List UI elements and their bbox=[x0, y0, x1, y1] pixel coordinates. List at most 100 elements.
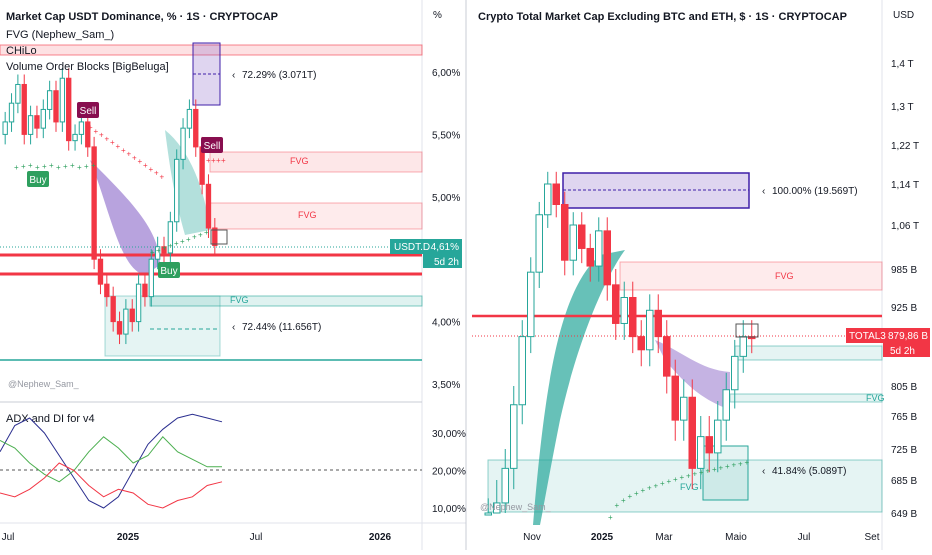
left-candle bbox=[123, 308, 129, 335]
left-x-tick: Jul bbox=[250, 532, 263, 543]
right-stop-dot: + bbox=[654, 481, 659, 490]
right-stop-dot: + bbox=[693, 470, 698, 479]
left-stop-dot: + bbox=[49, 161, 54, 170]
left-x-tick: 2026 bbox=[369, 532, 392, 543]
left-stop-dot: + bbox=[149, 165, 154, 174]
right-stop-dot: + bbox=[706, 467, 711, 476]
right-price-badge: TOTAL3 879,86 B 5d 2h bbox=[846, 328, 930, 357]
right-stop-dot: + bbox=[673, 475, 678, 484]
right-y-tick: 805 B bbox=[891, 382, 917, 393]
left-stop-dot: + bbox=[180, 237, 185, 246]
right-candle bbox=[501, 467, 509, 504]
left-candle bbox=[186, 108, 193, 129]
left-candle bbox=[116, 321, 123, 335]
left-stop-dot: + bbox=[186, 235, 191, 244]
right-stop-dot: + bbox=[621, 496, 626, 505]
left-fvg-label-2: FVG bbox=[298, 210, 317, 220]
left-unit-label: % bbox=[433, 10, 442, 21]
left-candle bbox=[40, 108, 46, 129]
left-candle bbox=[104, 283, 110, 298]
right-fvg-label-2: FVG bbox=[866, 393, 885, 403]
right-candle bbox=[646, 309, 654, 351]
adx-y-tick: 10,00% bbox=[432, 504, 466, 515]
right-stop-dot: + bbox=[628, 492, 633, 501]
left-stop-dot: + bbox=[84, 162, 89, 171]
right-x-tick: Set bbox=[864, 532, 879, 543]
right-y-tick: 725 B bbox=[891, 445, 917, 456]
right-upper-block-label: 100.00% (19.569T) bbox=[772, 186, 858, 197]
right-chart-title[interactable]: Crypto Total Market Cap Excluding BTC an… bbox=[478, 11, 847, 23]
left-sell-badge-2: Sell bbox=[201, 137, 223, 153]
left-lower-arrow-icon: ‹ bbox=[232, 322, 235, 333]
adx-series-line bbox=[0, 436, 222, 483]
right-stop-dot: + bbox=[660, 479, 665, 488]
right-stop-dot: + bbox=[680, 473, 685, 482]
left-stop-dot: + bbox=[132, 153, 137, 162]
left-chart[interactable]: 72.29% (3.071T) ‹ 72.44% (11.656T) ‹ FVG… bbox=[0, 0, 466, 550]
left-upper-arrow-icon: ‹ bbox=[232, 70, 235, 81]
left-time-axis[interactable]: Jul 2025 Jul 2026 bbox=[2, 532, 392, 543]
right-candle bbox=[612, 284, 620, 324]
left-indicator-fvg[interactable]: FVG (Nephew_Sam_) bbox=[6, 29, 114, 41]
left-stop-dot: + bbox=[211, 156, 216, 165]
adx-series-line bbox=[0, 413, 223, 509]
left-buy-badge-2: Buy bbox=[158, 262, 180, 278]
right-stop-dot: + bbox=[634, 489, 639, 498]
right-candle bbox=[629, 297, 637, 338]
right-time-axis[interactable]: Nov 2025 Mar Maio Jul Set bbox=[523, 532, 880, 543]
left-candle bbox=[174, 158, 180, 223]
left-indicator-chilo[interactable]: CHiLo bbox=[6, 45, 37, 57]
right-y-tick: 1,22 T bbox=[891, 141, 919, 152]
left-candle bbox=[97, 258, 104, 285]
left-stop-dot: + bbox=[21, 162, 26, 171]
right-price-value: 879,86 B bbox=[888, 331, 928, 342]
right-y-tick: 1,14 T bbox=[891, 180, 919, 191]
left-x-tick: Jul bbox=[2, 532, 15, 543]
left-candle bbox=[53, 90, 59, 123]
left-stop-dot: + bbox=[110, 138, 115, 147]
right-countdown: 5d 2h bbox=[890, 346, 915, 357]
right-chart[interactable]: FVG FVG FVG ‹ 100.00% (19.569T) ‹ 41.84%… bbox=[472, 0, 930, 550]
right-price-axis[interactable]: 1,4 T 1,3 T 1,22 T 1,14 T 1,06 T 985 B 925 B 80… bbox=[891, 59, 919, 520]
left-stop-dot: + bbox=[88, 123, 93, 132]
right-candle bbox=[697, 436, 705, 469]
right-candle bbox=[680, 396, 688, 421]
right-candle bbox=[527, 271, 535, 338]
adx-title[interactable]: ADX and DI for v4 bbox=[6, 413, 95, 425]
right-y-tick: 985 B bbox=[891, 265, 917, 276]
right-candle bbox=[552, 183, 560, 205]
right-x-tick: Jul bbox=[798, 532, 811, 543]
left-stop-dot: + bbox=[206, 156, 211, 165]
left-stop-dot: + bbox=[42, 162, 47, 171]
left-stop-dot: + bbox=[77, 163, 82, 172]
left-stop-dot: + bbox=[198, 230, 203, 239]
right-y-tick: 765 B bbox=[891, 412, 917, 423]
left-stop-dot: + bbox=[150, 248, 155, 257]
right-lower-arrow-icon: ‹ bbox=[762, 466, 765, 477]
left-y-tick: 3,50% bbox=[432, 380, 460, 391]
left-indicator-vob[interactable]: Volume Order Blocks [BigBeluga] bbox=[6, 61, 169, 73]
right-fvg-label-3: FVG bbox=[680, 482, 699, 492]
right-stop-dot: + bbox=[745, 458, 750, 467]
right-candle bbox=[535, 214, 543, 273]
adx-axis: 30,00% 20,00% 10,00% bbox=[432, 429, 466, 515]
right-candle bbox=[595, 230, 603, 267]
left-stop-dot: + bbox=[127, 150, 132, 159]
left-candle bbox=[85, 121, 91, 148]
right-stop-dot: + bbox=[686, 471, 691, 480]
left-chart-title[interactable]: Market Cap USDT Dominance, % · 1S · CRYP… bbox=[6, 11, 278, 23]
right-stop-dot: + bbox=[608, 513, 613, 522]
left-candle bbox=[135, 283, 142, 323]
left-upper-block-label: 72.29% (3.071T) bbox=[242, 70, 317, 81]
left-fvg-label-3: FVG bbox=[230, 295, 249, 305]
left-candle bbox=[167, 221, 174, 254]
left-stop-dot: + bbox=[160, 172, 165, 181]
right-candle bbox=[603, 230, 611, 286]
right-stop-dot: + bbox=[615, 501, 620, 510]
left-x-tick: 2025 bbox=[117, 532, 140, 543]
left-stop-dot: + bbox=[192, 233, 197, 242]
left-sell-badge-1: Sell bbox=[77, 102, 99, 118]
left-stop-dot: + bbox=[138, 157, 143, 166]
right-y-tick: 1,06 T bbox=[891, 221, 919, 232]
